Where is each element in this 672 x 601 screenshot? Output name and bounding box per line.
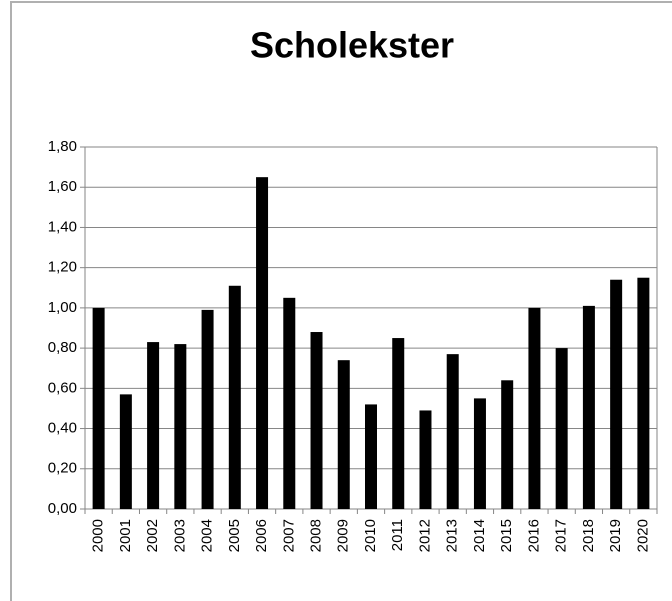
y-tick-label: 1,40 (48, 218, 77, 235)
y-tick-label: 1,80 (48, 138, 77, 155)
x-tick-label: 2014 (471, 519, 488, 552)
x-tick-label: 2002 (144, 519, 161, 552)
bar (337, 360, 350, 509)
x-tick-label: 2011 (389, 519, 406, 551)
bar (501, 380, 514, 509)
x-tick-label: 2018 (580, 519, 597, 552)
bar (92, 307, 105, 509)
bar (446, 354, 459, 509)
x-tick-label: 2003 (171, 519, 188, 552)
x-tick-label: 2015 (498, 519, 515, 552)
x-tick-label: 2007 (280, 519, 297, 552)
bar (256, 177, 269, 509)
x-tick-label: 2000 (90, 519, 107, 552)
x-tick-label: 2004 (199, 519, 216, 552)
y-tick-label: 0,40 (48, 420, 77, 437)
bar (174, 344, 187, 509)
bar (637, 277, 650, 509)
bar (310, 332, 323, 509)
bar (228, 285, 241, 509)
y-tick-label: 0,80 (48, 339, 77, 356)
bar (147, 342, 160, 509)
frame (10, 1, 672, 601)
y-tick-label: 0,60 (48, 379, 77, 396)
x-tick-label: 2009 (335, 519, 352, 552)
bar (473, 398, 486, 509)
bar (610, 279, 623, 509)
bar (283, 297, 296, 509)
y-tick-label: 0,00 (48, 500, 77, 517)
x-tick-label: 2006 (253, 519, 270, 552)
bar (392, 338, 405, 509)
y-tick-label: 1,60 (48, 178, 77, 195)
bar (365, 404, 377, 509)
bar (119, 394, 132, 509)
x-tick-label: 2016 (525, 519, 542, 552)
x-tick-label: 2019 (607, 519, 624, 552)
bar (582, 305, 595, 509)
x-tick-label: 2013 (444, 519, 461, 552)
bar (528, 307, 541, 509)
x-tick-label: 2010 (362, 519, 379, 552)
bar (555, 348, 568, 509)
x-tick-label: 2020 (634, 519, 651, 552)
x-tick-label: 2005 (226, 519, 243, 552)
x-tick-label: 2001 (117, 519, 134, 552)
x-tick-label: 2012 (416, 519, 433, 552)
bar (201, 309, 214, 509)
x-tick-label: 2017 (553, 519, 570, 552)
y-tick-label: 1,00 (48, 299, 77, 316)
y-tick-label: 0,20 (48, 460, 77, 477)
chart-title: Scholekster (250, 25, 454, 66)
bar (419, 410, 432, 509)
y-tick-label: 1,20 (48, 259, 77, 276)
x-tick-label: 2008 (307, 519, 324, 552)
